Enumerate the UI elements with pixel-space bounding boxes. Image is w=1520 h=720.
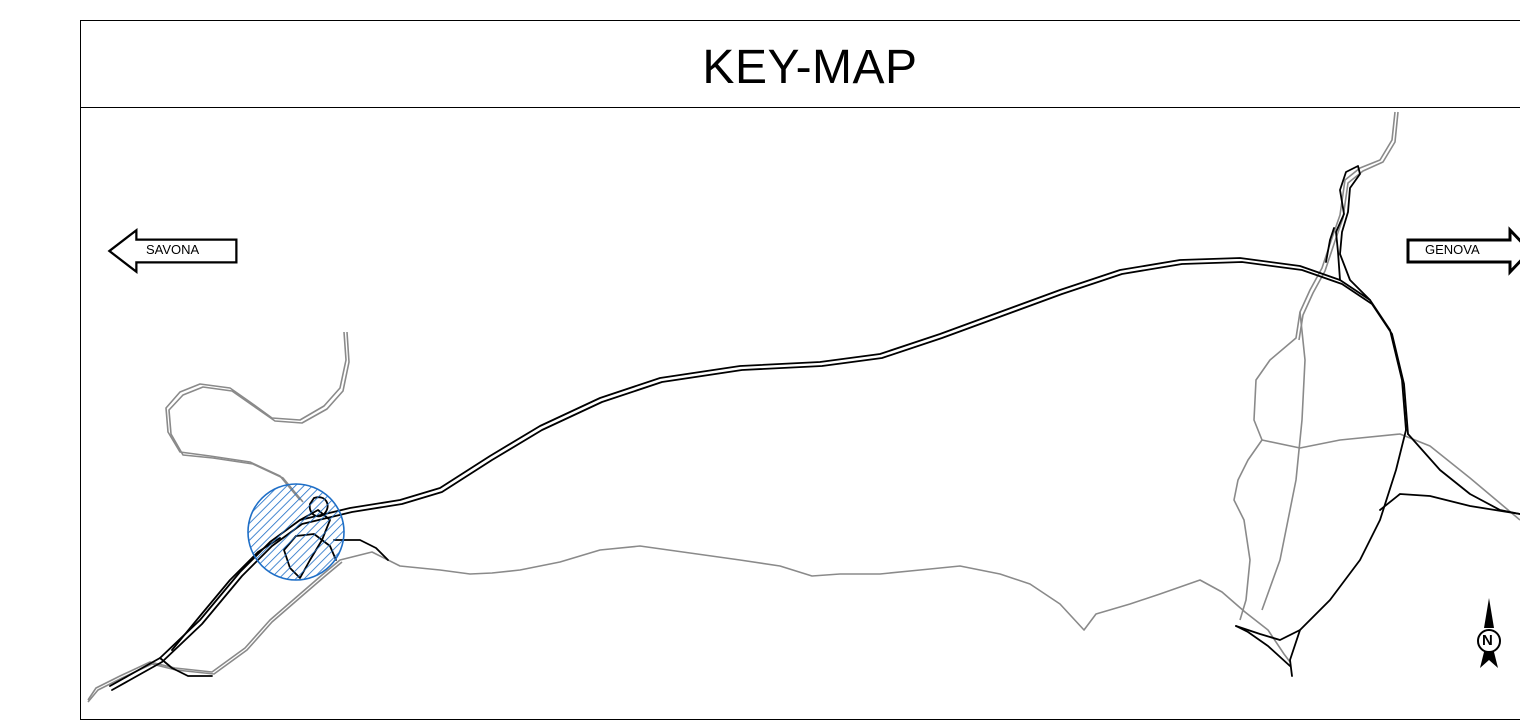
savona-label: SAVONA — [146, 242, 200, 257]
secondary-roads — [87, 111, 1520, 703]
genova-label: GENOVA — [1425, 242, 1480, 257]
north-arrow-label: N — [1482, 632, 1493, 649]
title-bar: KEY-MAP — [80, 20, 1520, 108]
highlight-area — [247, 483, 345, 581]
direction-arrow-east — [1406, 226, 1520, 276]
map-title: KEY-MAP — [702, 41, 918, 94]
direction-arrow-west — [107, 227, 238, 275]
motorway — [109, 165, 1520, 691]
north-arrow-icon — [1477, 598, 1501, 668]
